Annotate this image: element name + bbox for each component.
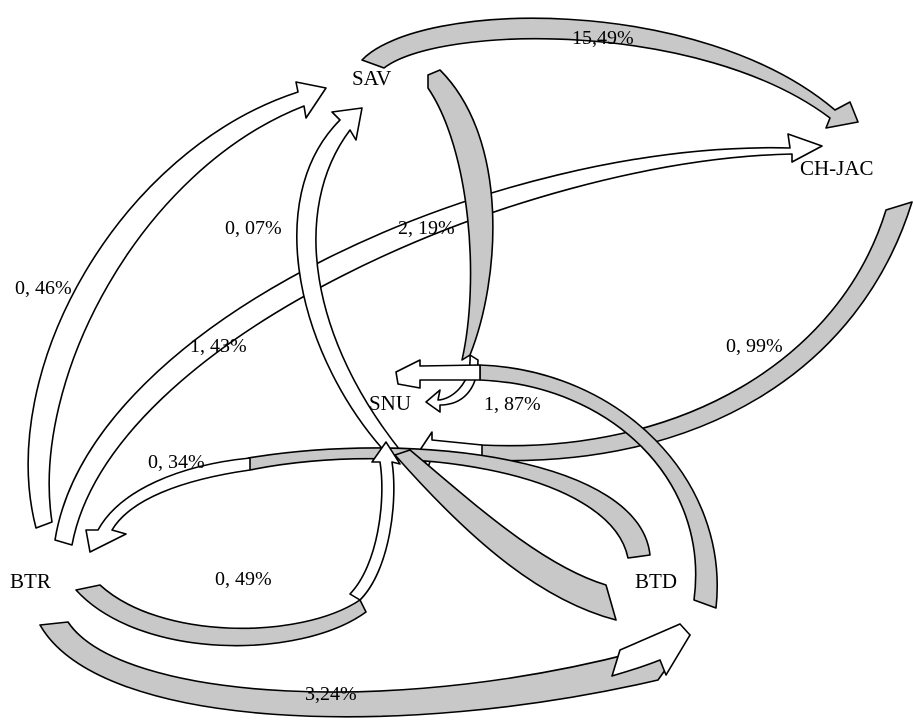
node-sav: SAV bbox=[352, 66, 391, 90]
label-btd-to-snu: 1, 87% bbox=[484, 393, 541, 415]
node-btd: BTD bbox=[635, 569, 677, 593]
label-snu-to-btr: 0, 34% bbox=[148, 451, 205, 473]
label-btr-to-chjac: 1, 43% bbox=[190, 335, 247, 357]
label-btr-to-sav: 0, 46% bbox=[15, 277, 72, 299]
arrow-btr-to-btd bbox=[39, 621, 691, 718]
arrow-btr-to-btd-head bbox=[611, 623, 691, 677]
node-chjac: CH-JAC bbox=[800, 156, 874, 180]
label-btr-to-btd: 3,24% bbox=[305, 683, 357, 705]
label-sav-to-chjac: 15,49% bbox=[572, 27, 634, 49]
arrow-chjac-to-snu bbox=[479, 201, 913, 462]
arrow-snu-to-sav bbox=[296, 107, 405, 456]
arrow-btd-to-snu-head bbox=[395, 359, 481, 389]
arrow-btr-to-sav bbox=[27, 81, 327, 529]
label-btr-to-snu: 0, 49% bbox=[215, 568, 272, 590]
node-btr: BTR bbox=[10, 569, 51, 593]
label-sav-to-snu: 2, 19% bbox=[398, 217, 455, 239]
label-snu-to-sav: 0, 07% bbox=[225, 217, 282, 239]
arrow-sav-to-chjac bbox=[361, 17, 859, 129]
arrow-btr-to-snu-head bbox=[349, 441, 401, 601]
label-chjac-to-snu: 0, 99% bbox=[726, 335, 783, 357]
arrow-snu-to-btd bbox=[394, 449, 617, 621]
node-snu: SNU bbox=[369, 391, 411, 415]
arrow-btr-to-snu bbox=[75, 584, 367, 647]
arrow-btr-to-chjac bbox=[54, 133, 823, 546]
arrow-sav-to-snu-head bbox=[425, 354, 479, 413]
arrow-snu-to-btr-head bbox=[85, 457, 251, 553]
